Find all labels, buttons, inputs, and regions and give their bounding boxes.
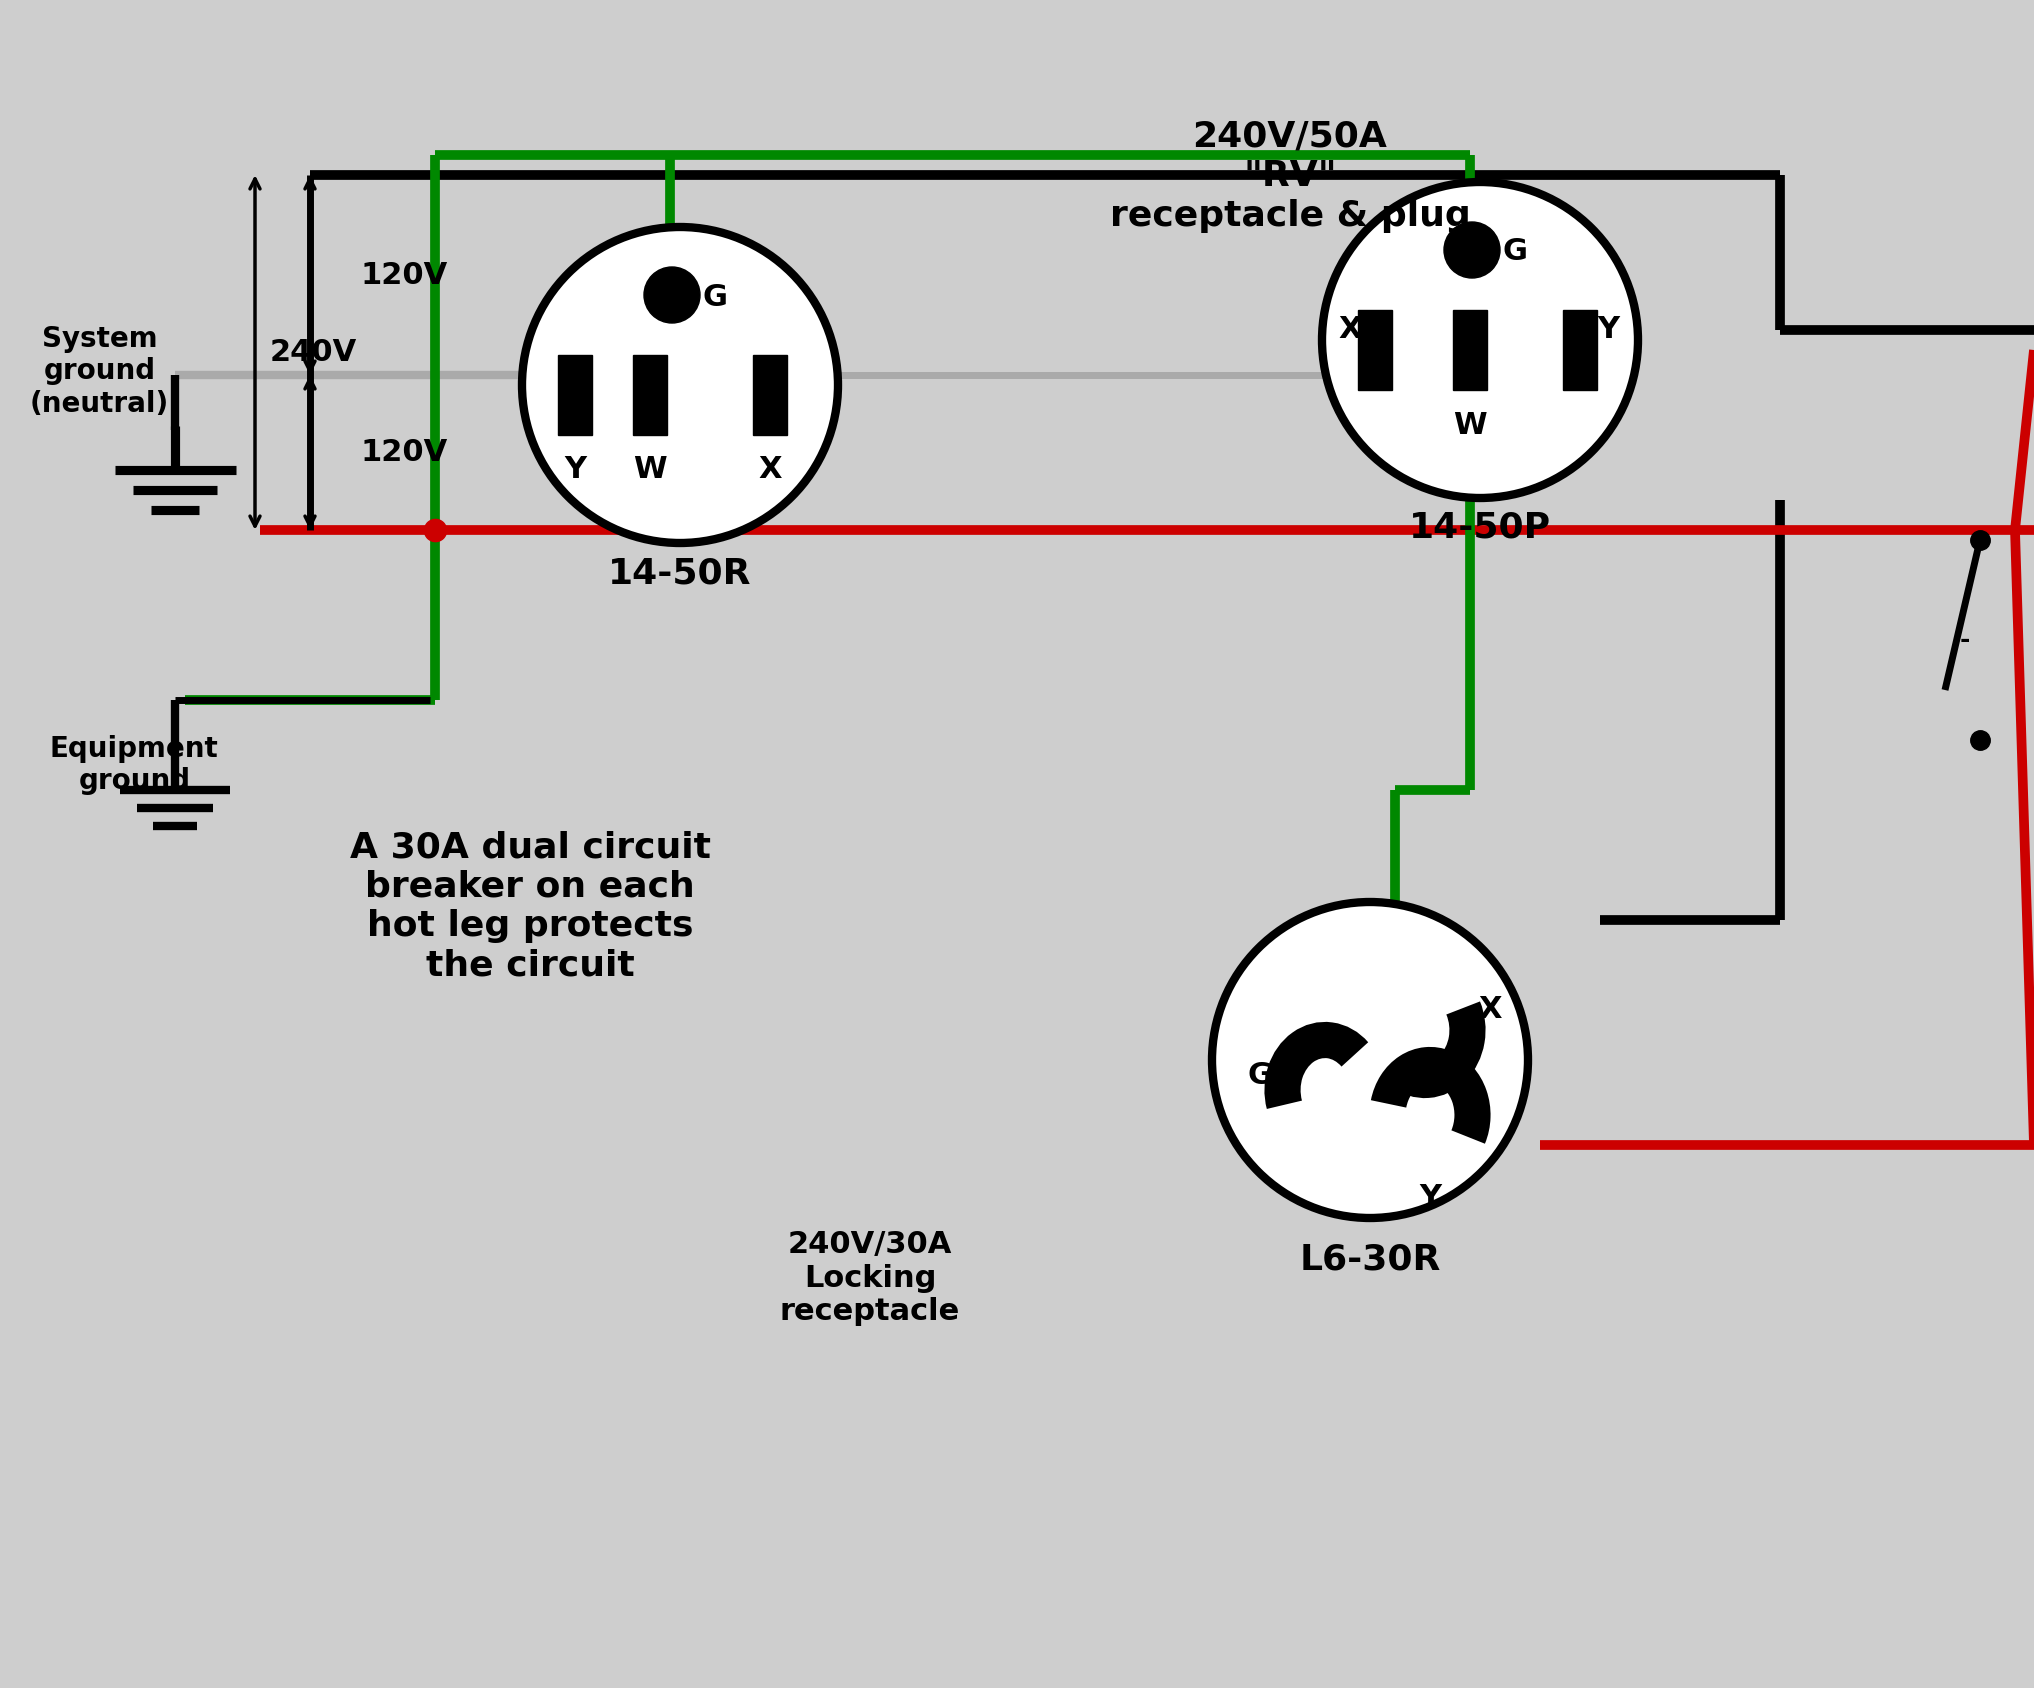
Circle shape bbox=[645, 267, 700, 322]
Bar bbox=[1452, 311, 1487, 390]
Circle shape bbox=[1322, 182, 1637, 498]
Bar bbox=[753, 354, 787, 436]
Text: G: G bbox=[702, 282, 728, 312]
Text: Y: Y bbox=[563, 456, 586, 484]
Bar bbox=[1562, 311, 1597, 390]
Circle shape bbox=[1444, 223, 1499, 279]
Bar bbox=[633, 354, 667, 436]
Text: Y: Y bbox=[1597, 316, 1619, 344]
Text: 120V: 120V bbox=[360, 437, 447, 468]
Bar bbox=[1359, 311, 1391, 390]
Text: A 30A dual circuit
breaker on each
hot leg protects
the circuit: A 30A dual circuit breaker on each hot l… bbox=[350, 830, 710, 982]
Text: X: X bbox=[1338, 316, 1361, 344]
Text: G: G bbox=[1247, 1060, 1273, 1089]
Text: 240V: 240V bbox=[271, 338, 358, 366]
Text: X: X bbox=[1479, 996, 1501, 1025]
Text: 14-50R: 14-50R bbox=[608, 555, 753, 591]
Text: L6-30R: L6-30R bbox=[1300, 1242, 1440, 1278]
Text: System
ground
(neutral): System ground (neutral) bbox=[31, 326, 169, 419]
Text: 14-50P: 14-50P bbox=[1410, 511, 1552, 545]
Text: 240V/50A
"RV"
receptacle & plug: 240V/50A "RV" receptacle & plug bbox=[1111, 120, 1471, 233]
Bar bbox=[557, 354, 592, 436]
Circle shape bbox=[1212, 901, 1528, 1219]
Text: Equipment
ground: Equipment ground bbox=[51, 734, 220, 795]
Text: G: G bbox=[1503, 238, 1528, 267]
Circle shape bbox=[523, 226, 838, 544]
Text: 240V/30A
Locking
receptacle: 240V/30A Locking receptacle bbox=[779, 1231, 960, 1327]
Text: 120V: 120V bbox=[360, 260, 447, 290]
Text: Y: Y bbox=[1420, 1183, 1440, 1212]
Text: W: W bbox=[633, 456, 667, 484]
Text: X: X bbox=[759, 456, 781, 484]
Text: W: W bbox=[1452, 410, 1487, 439]
Text: -: - bbox=[1961, 628, 1971, 652]
